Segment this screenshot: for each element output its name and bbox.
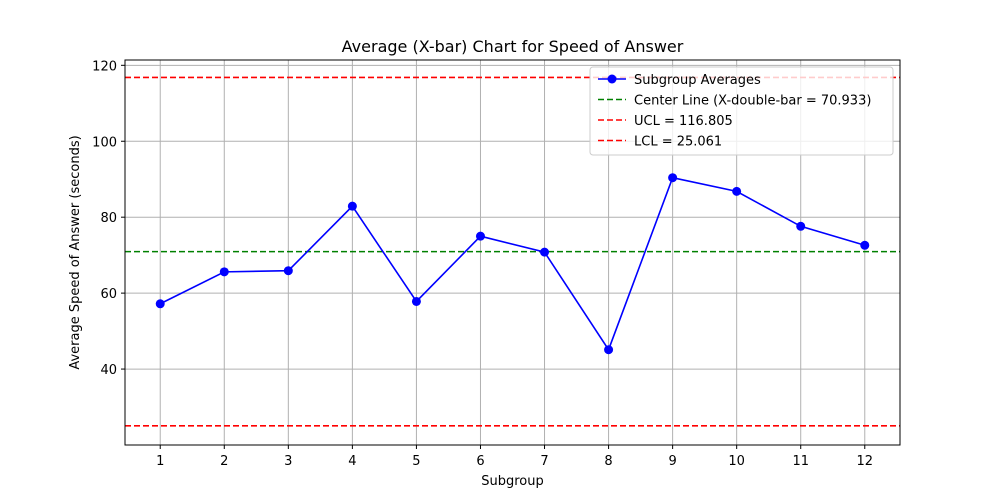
x-tick-label: 7 xyxy=(540,454,548,469)
x-tick-label: 4 xyxy=(348,454,356,469)
y-tick-label: 100 xyxy=(92,135,117,150)
data-point xyxy=(220,267,229,276)
x-tick-label: 10 xyxy=(728,454,745,469)
y-axis-label: Average Speed of Answer (seconds) xyxy=(68,135,83,369)
legend-marker xyxy=(608,75,617,84)
legend-label: Center Line (X-double-bar = 70.933) xyxy=(634,94,871,109)
chart-title: Average (X-bar) Chart for Speed of Answe… xyxy=(342,37,684,56)
data-point xyxy=(860,241,869,250)
data-point xyxy=(284,266,293,275)
series-plot xyxy=(156,173,870,354)
data-point xyxy=(412,297,421,306)
x-tick-label: 1 xyxy=(156,454,164,469)
y-tick-label: 40 xyxy=(100,363,117,378)
x-tick-label: 5 xyxy=(412,454,420,469)
x-tick-label: 6 xyxy=(476,454,484,469)
data-point xyxy=(156,299,165,308)
legend: Subgroup Averages Center Line (X-double-b… xyxy=(590,67,893,155)
x-tick-label: 12 xyxy=(856,454,873,469)
x-tick-label: 3 xyxy=(284,454,292,469)
y-tick-label: 60 xyxy=(100,287,117,302)
y-tick-label: 120 xyxy=(92,59,117,74)
series-line xyxy=(160,178,865,350)
data-point xyxy=(348,202,357,211)
data-point xyxy=(796,222,805,231)
x-tick-label: 9 xyxy=(668,454,676,469)
x-tick-label: 2 xyxy=(220,454,228,469)
data-point xyxy=(732,187,741,196)
y-tick-label: 80 xyxy=(100,211,117,226)
data-point xyxy=(540,248,549,257)
legend-label: LCL = 25.061 xyxy=(634,135,722,150)
legend-label: UCL = 116.805 xyxy=(634,114,733,129)
data-point xyxy=(604,345,613,354)
data-point xyxy=(668,173,677,182)
legend-label: Subgroup Averages xyxy=(634,73,761,88)
legend-item-center-line: Center Line (X-double-bar = 70.933) xyxy=(598,94,871,109)
x-tick-label: 8 xyxy=(604,454,612,469)
data-point xyxy=(476,232,485,241)
x-tick-label: 11 xyxy=(792,454,809,469)
x-axis-label: Subgroup xyxy=(481,474,544,489)
